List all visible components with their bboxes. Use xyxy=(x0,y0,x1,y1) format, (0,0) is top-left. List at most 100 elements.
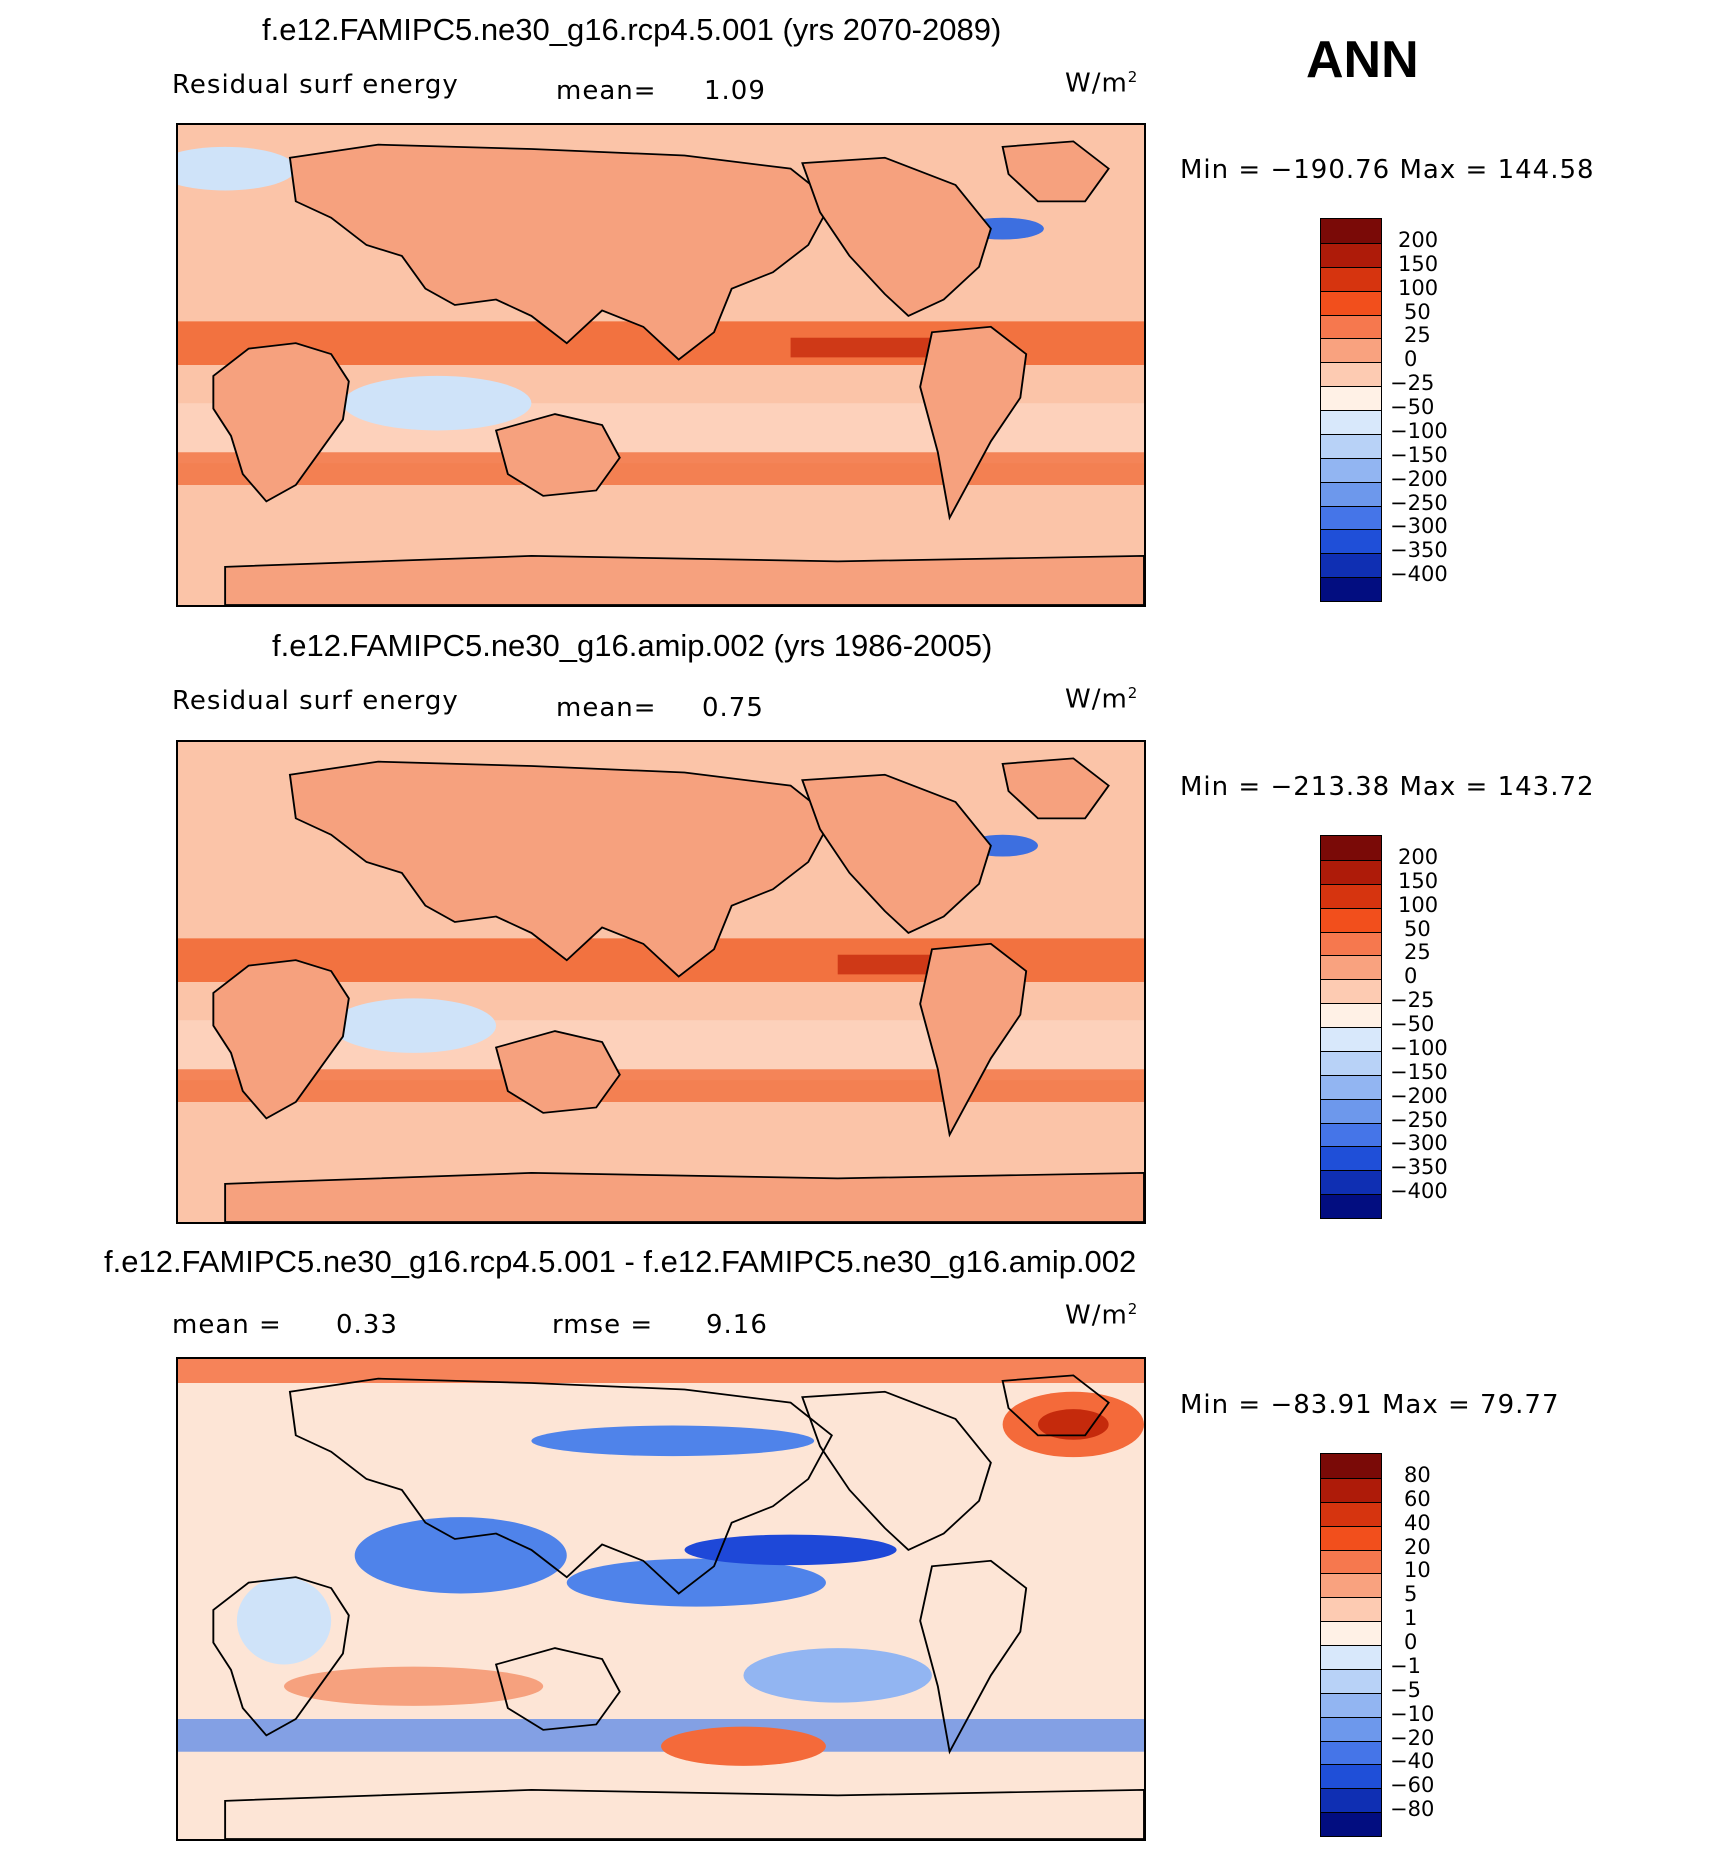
colorbar-swatch xyxy=(1321,410,1381,434)
panel-2-max-value: 143.72 xyxy=(1497,772,1595,802)
colorbar-swatch xyxy=(1321,481,1381,506)
coastline xyxy=(212,342,350,503)
colorbar-swatch xyxy=(1321,505,1381,530)
colorbar-swatch xyxy=(1321,1788,1381,1813)
panel-2-title: f.e12.FAMIPC5.ne30_g16.amip.002 (yrs 198… xyxy=(272,628,993,663)
colorbar-swatch xyxy=(1321,1146,1381,1171)
field-patch xyxy=(178,452,1144,485)
colorbar-swatch xyxy=(1321,1074,1381,1099)
coastline xyxy=(288,143,833,361)
panel-2-units: W/m2 xyxy=(1065,684,1139,715)
colorbar-tick-label: −200 xyxy=(1390,1083,1448,1108)
coastline xyxy=(224,1789,1144,1839)
colorbar-tick-label: −250 xyxy=(1390,490,1448,515)
coastline xyxy=(212,1576,350,1737)
panel-1-min-label: Min xyxy=(1180,155,1230,185)
colorbar-swatch xyxy=(1321,1549,1381,1574)
colorbar-tick-label: −400 xyxy=(1390,1179,1448,1204)
colorbar-swatch xyxy=(1321,883,1381,908)
colorbar-swatch xyxy=(1321,1716,1381,1741)
colorbar-tick-label: −25 xyxy=(1390,988,1435,1013)
panel-3-min-label: Min xyxy=(1180,1390,1230,1420)
colorbar-swatch xyxy=(1321,955,1381,980)
colorbar-swatch xyxy=(1321,1194,1381,1218)
colorbar-swatch xyxy=(1321,1692,1381,1717)
colorbar-tick-label: 50 xyxy=(1404,299,1431,324)
panel-1-variable: Residual surf energy xyxy=(172,70,459,100)
colorbar-tick-label: 200 xyxy=(1398,227,1439,252)
panel-3-max-value: 79.77 xyxy=(1480,1390,1560,1420)
colorbar-swatch xyxy=(1321,1668,1381,1693)
field-patch xyxy=(331,998,497,1053)
panel-1-title: f.e12.FAMIPC5.ne30_g16.rcp4.5.001 (yrs 2… xyxy=(262,12,1002,47)
colorbar-swatch xyxy=(1321,290,1381,315)
colorbar-tick-label: 25 xyxy=(1404,940,1431,965)
panel-1-minmax: Min = −190.76 Max = 144.58 xyxy=(1180,155,1595,185)
colorbar-tick-label: −5 xyxy=(1390,1677,1421,1702)
coastline xyxy=(494,1647,621,1731)
colorbar-swatch xyxy=(1321,457,1381,482)
panel-3-rmse-value: 9.16 xyxy=(706,1310,768,1340)
season-label: ANN xyxy=(1306,31,1419,89)
colorbar-tick-label: 100 xyxy=(1398,892,1439,917)
colorbar-swatch xyxy=(1321,242,1381,267)
field-patch xyxy=(1037,1409,1109,1440)
colorbar-tick-label: −350 xyxy=(1390,1155,1448,1180)
panel-3-rmse-label: rmse = xyxy=(552,1310,654,1340)
colorbar-tick-label: 100 xyxy=(1398,275,1439,300)
map-canvas xyxy=(178,742,1144,1222)
panel-3-colorbar xyxy=(1320,1453,1382,1837)
coastline xyxy=(288,1377,833,1595)
colorbar-tick-label: 10 xyxy=(1404,1558,1431,1583)
panel-2-mean-value: 0.75 xyxy=(702,693,764,723)
colorbar-tick-label: −200 xyxy=(1390,466,1448,491)
colorbar-tick-label: −50 xyxy=(1390,395,1435,419)
field-patch xyxy=(837,954,944,975)
colorbar-swatch xyxy=(1321,836,1381,860)
colorbar-tick-label: −20 xyxy=(1390,1725,1435,1750)
colorbar-tick-label: 80 xyxy=(1404,1462,1431,1487)
field-patch xyxy=(178,1069,1144,1102)
panel-3-units: W/m2 xyxy=(1065,1300,1139,1331)
colorbar-swatch xyxy=(1321,553,1381,578)
colorbar-tick-label: −100 xyxy=(1390,1035,1448,1060)
panel-1-map xyxy=(176,123,1146,607)
colorbar-tick-label: 200 xyxy=(1398,844,1439,869)
colorbar-tick-label: −80 xyxy=(1390,1797,1435,1822)
panel-3-mean-value: 0.33 xyxy=(336,1310,398,1340)
colorbar-swatch xyxy=(1321,433,1381,458)
panel-2-mean-label: mean= xyxy=(556,693,657,723)
colorbar-tick-label: −150 xyxy=(1390,442,1448,467)
colorbar-swatch xyxy=(1321,386,1381,410)
colorbar-swatch xyxy=(1321,1170,1381,1195)
colorbar-tick-label: −1 xyxy=(1390,1653,1421,1678)
colorbar-tick-label: −10 xyxy=(1390,1701,1435,1726)
colorbar-swatch xyxy=(1321,859,1381,884)
panel-2-colorbar xyxy=(1320,835,1382,1219)
panel-3-map xyxy=(176,1357,1146,1841)
coastline xyxy=(494,413,621,497)
colorbar-swatch xyxy=(1321,1621,1381,1645)
panel-3-minmax: Min = −83.91 Max = 79.77 xyxy=(1180,1390,1560,1420)
colorbar-swatch xyxy=(1321,314,1381,339)
field-patch xyxy=(354,1517,567,1594)
panel-2-minmax: Min = −213.38 Max = 143.72 xyxy=(1180,772,1595,802)
colorbar-tick-label: −100 xyxy=(1390,418,1448,443)
panel-1-mean-label: mean= xyxy=(556,76,657,106)
colorbar-swatch xyxy=(1321,1050,1381,1075)
colorbar-swatch xyxy=(1321,1003,1381,1027)
colorbar-tick-label: 1 xyxy=(1404,1606,1418,1631)
field-patch xyxy=(790,337,932,358)
panel-3-title: f.e12.FAMIPC5.ne30_g16.rcp4.5.001 - f.e1… xyxy=(104,1244,1137,1279)
colorbar-tick-label: 25 xyxy=(1404,323,1431,348)
panel-3-max-label: Max xyxy=(1381,1390,1439,1420)
coastline xyxy=(212,959,350,1120)
coastline xyxy=(801,773,992,934)
field-patch xyxy=(661,1726,826,1766)
colorbar-tick-label: 150 xyxy=(1398,868,1439,893)
colorbar-tick-label: 5 xyxy=(1404,1582,1418,1607)
coastline xyxy=(224,1172,1144,1222)
colorbar-swatch xyxy=(1321,529,1381,554)
colorbar-tick-label: −350 xyxy=(1390,538,1448,563)
coastline xyxy=(1001,140,1110,203)
